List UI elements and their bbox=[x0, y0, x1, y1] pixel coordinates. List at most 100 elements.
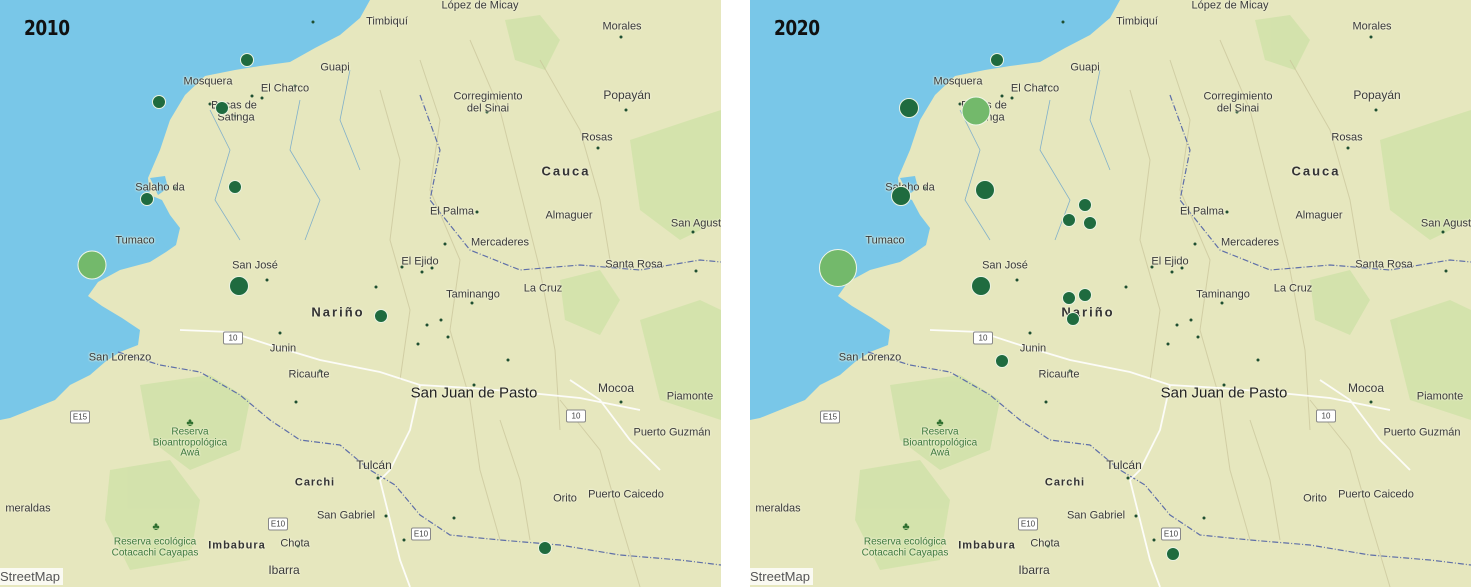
town-dot bbox=[1061, 20, 1065, 24]
town-dot bbox=[1202, 516, 1206, 520]
label-rosas: Rosas bbox=[581, 131, 613, 144]
label-popayan: Popayán bbox=[1353, 88, 1401, 102]
data-bubble[interactable] bbox=[1061, 212, 1076, 227]
label-taminango: Taminango bbox=[1196, 288, 1250, 301]
route-shield-route-10a: 10 bbox=[973, 331, 993, 345]
label-santa-rosa: Santa Rosa bbox=[1355, 258, 1413, 271]
town-dot bbox=[624, 108, 628, 112]
data-bubble[interactable] bbox=[819, 248, 858, 287]
town-dot bbox=[318, 369, 322, 373]
label-salahonda: Salaho da bbox=[135, 181, 185, 194]
town-dot bbox=[1235, 110, 1239, 114]
data-bubble[interactable] bbox=[961, 96, 991, 126]
data-bubble[interactable] bbox=[899, 98, 920, 119]
town-dot bbox=[1043, 84, 1047, 88]
data-bubble[interactable] bbox=[227, 179, 242, 194]
label-puerto-guzman: Puerto Guzmán bbox=[633, 426, 711, 439]
town-dot bbox=[1193, 242, 1197, 246]
town-dot bbox=[1028, 331, 1032, 335]
town-dot bbox=[1441, 230, 1445, 234]
label-reserva1: Reserva Bioantropológica Awá bbox=[152, 426, 228, 459]
label-tumaco: Tumaco bbox=[115, 234, 155, 247]
data-bubble[interactable] bbox=[77, 250, 107, 280]
year-label: 2010 bbox=[24, 16, 70, 40]
label-puerto-guzman: Puerto Guzmán bbox=[1383, 426, 1461, 439]
label-lopez: López de Micay bbox=[1191, 0, 1269, 12]
label-mercaderes: Mercaderes bbox=[1220, 236, 1280, 249]
data-bubble[interactable] bbox=[374, 309, 389, 324]
label-chota: Chota bbox=[1030, 537, 1060, 550]
data-bubble[interactable] bbox=[152, 95, 167, 110]
label-san-agustin: San Agust bbox=[1420, 217, 1471, 230]
label-san-agustin: San Agust bbox=[670, 217, 721, 230]
map-panel-2010[interactable]: 2010 Timbiquí López de Micay Morales Mosque… bbox=[0, 0, 721, 587]
town-dot bbox=[1068, 369, 1072, 373]
label-almaguer: Almaguer bbox=[545, 209, 593, 222]
label-taminango: Taminango bbox=[446, 288, 500, 301]
town-dot bbox=[923, 186, 927, 190]
town-dot bbox=[416, 342, 420, 346]
label-ricaurte: Ricaurte bbox=[1038, 368, 1080, 381]
label-pasto: San Juan de Pasto bbox=[1160, 384, 1288, 402]
town-dot bbox=[265, 278, 269, 282]
data-bubble[interactable] bbox=[215, 101, 230, 116]
data-bubble[interactable] bbox=[1166, 546, 1181, 561]
label-el-palmar: El Palma bbox=[1179, 205, 1225, 218]
town-dot bbox=[420, 270, 424, 274]
label-sinai: del Sinai bbox=[466, 102, 510, 115]
data-bubble[interactable] bbox=[228, 275, 249, 296]
label-sinai: del Sinai bbox=[1216, 102, 1260, 115]
data-bubble[interactable] bbox=[970, 275, 991, 296]
label-reserva1: Reserva Bioantropológica Awá bbox=[902, 426, 978, 459]
town-dot bbox=[1189, 318, 1193, 322]
data-bubble[interactable] bbox=[994, 354, 1009, 369]
town-dot bbox=[472, 383, 476, 387]
data-bubble[interactable] bbox=[139, 191, 154, 206]
data-bubble[interactable] bbox=[537, 540, 552, 555]
data-bubble[interactable] bbox=[1065, 312, 1080, 327]
town-dot bbox=[1152, 538, 1156, 542]
data-bubble[interactable] bbox=[1078, 288, 1093, 302]
label-corregimiento: Corregimiento bbox=[453, 90, 523, 103]
town-dot bbox=[452, 516, 456, 520]
data-bubble[interactable] bbox=[240, 53, 255, 68]
map-panel-2020[interactable]: 2020 Timbiquí López de Micay Morales Mosque… bbox=[750, 0, 1471, 587]
town-dot bbox=[596, 146, 600, 150]
town-dot bbox=[1222, 383, 1226, 387]
label-orito: Orito bbox=[1303, 492, 1327, 505]
data-bubble[interactable] bbox=[1078, 197, 1093, 212]
label-mosquera: Mosquera bbox=[933, 75, 983, 88]
label-el-ejido: El Ejido bbox=[1151, 255, 1189, 268]
route-shield-e10b: E10 bbox=[411, 527, 431, 541]
town-dot bbox=[296, 544, 300, 548]
data-bubble[interactable] bbox=[1061, 291, 1076, 305]
town-dot bbox=[278, 331, 282, 335]
label-reserva2: Reserva ecológica Cotacachi Cayapas bbox=[111, 536, 199, 558]
label-mocoa: Mocoa bbox=[597, 381, 635, 395]
town-dot bbox=[293, 84, 297, 88]
label-mercaderes: Mercaderes bbox=[470, 236, 530, 249]
data-bubble[interactable] bbox=[1082, 215, 1097, 230]
park-tree-icon: ♣ bbox=[936, 417, 944, 429]
route-shield-route-10b: 10 bbox=[566, 409, 586, 423]
data-bubble[interactable] bbox=[974, 179, 995, 200]
label-puerto-caicedo: Puerto Caicedo bbox=[1338, 488, 1414, 501]
label-el-ejido: El Ejido bbox=[401, 255, 439, 268]
town-dot bbox=[1044, 400, 1048, 404]
town-dot bbox=[1256, 358, 1260, 362]
town-dot bbox=[1134, 514, 1138, 518]
data-bubble[interactable] bbox=[990, 53, 1005, 68]
town-dot bbox=[384, 514, 388, 518]
map-attribution[interactable]: StreetMap bbox=[0, 568, 63, 585]
label-carchi: Carchi bbox=[294, 476, 336, 489]
map-attribution[interactable]: StreetMap bbox=[750, 568, 813, 585]
data-bubble[interactable] bbox=[890, 185, 911, 206]
town-dot bbox=[1000, 94, 1004, 98]
park-tree-icon: ♣ bbox=[152, 521, 160, 533]
route-shield-e10b: E10 bbox=[1161, 527, 1181, 541]
town-dot bbox=[1444, 269, 1448, 273]
label-piamonte: Piamonte bbox=[1416, 390, 1464, 403]
town-dot bbox=[439, 318, 443, 322]
town-dot bbox=[374, 285, 378, 289]
label-salahonda: Salaho da bbox=[885, 181, 935, 194]
